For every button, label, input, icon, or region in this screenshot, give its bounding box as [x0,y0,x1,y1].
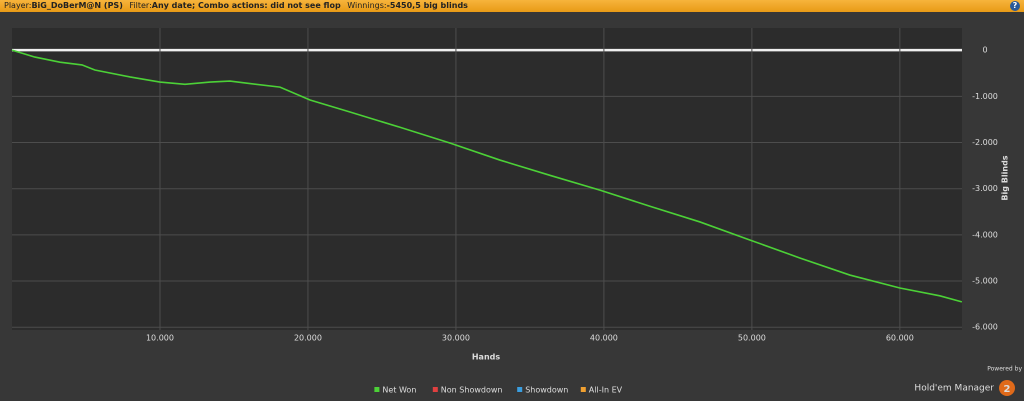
x-tick-label: 40.000 [590,334,618,343]
brand-version: 2 [1004,384,1011,395]
x-axis-label: Hands [472,353,501,362]
legend-label: All-In EV [589,386,623,395]
legend-label: Non Showdown [441,386,503,395]
player: BiG_DoBerM@N (PS) [31,1,123,10]
x-tick-label: 20.000 [294,334,322,343]
legend-label: Net Won [382,386,416,395]
filter-bar: Player:BiG_DoBerM@N (PS) Filter:Any date… [0,0,1024,12]
winnings: -5450,5 big blinds [386,1,468,10]
winnings-label: Winnings: [347,1,387,10]
legend-swatch [580,387,586,392]
legend-swatch [374,387,380,392]
brand: Hold'em Manager [914,384,994,394]
legend-label: Showdown [525,386,568,395]
y-tick-label: -6.000 [972,323,998,332]
plot-area [12,28,962,330]
legend-swatch [432,387,438,392]
x-tick-label: 50.000 [738,334,766,343]
y-tick-label: -1.000 [972,92,998,101]
player-label: Player: [4,1,32,10]
series-line [11,49,963,303]
x-tick-label: 10.000 [146,334,174,343]
chart: Hands Big Blinds Powered by Hold'em Mana… [11,28,1022,396]
filter: Any date; Combo actions: did not see flo… [151,1,341,10]
y-tick-label: -5.000 [972,277,998,286]
y-tick-label: 0 [982,46,987,55]
y-axis-label: Big Blinds [1001,155,1010,200]
x-tick-label: 60.000 [886,334,914,343]
y-tick-label: -2.000 [972,138,998,147]
brand-small: Powered by [987,366,1022,373]
filter-label: Filter: [129,1,152,10]
brand-logo [999,380,1015,396]
legend-swatch [517,387,523,392]
x-tick-label: 30.000 [442,334,470,343]
help-button[interactable]: ? [1010,1,1020,11]
y-tick-label: -3.000 [972,184,998,193]
y-tick-label: -4.000 [972,230,998,239]
